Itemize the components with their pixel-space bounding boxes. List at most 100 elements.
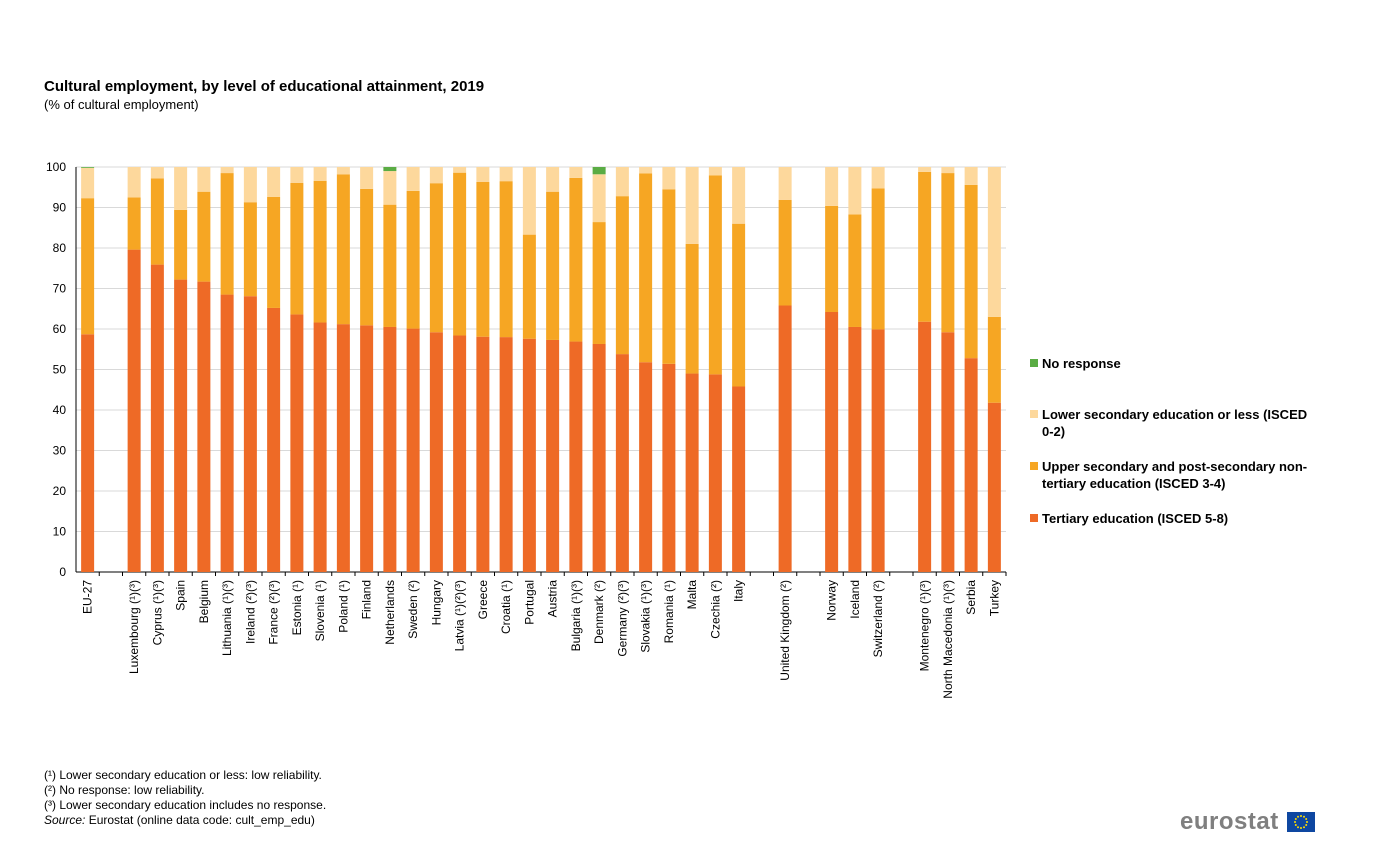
chart-subtitle: (% of cultural employment) (44, 97, 199, 112)
bar-segment-upper-secondary (825, 205, 839, 312)
bar-segment-tertiary (987, 402, 1001, 572)
x-tick-label: Bulgaria (¹)(³) (569, 580, 583, 651)
bar-segment-lower-secondary (569, 167, 583, 178)
bar-segment-tertiary (429, 332, 443, 572)
chart-title: Cultural employment, by level of educati… (44, 78, 485, 95)
bar-segment-upper-secondary (267, 196, 281, 308)
bar-segment-lower-secondary (987, 167, 1001, 317)
bar-segment-upper-secondary (406, 190, 420, 329)
bar-segment-upper-secondary (429, 183, 443, 333)
bar-segment-no-response (81, 167, 95, 168)
bar-segment-upper-secondary (708, 175, 722, 375)
bar-segment-upper-secondary (476, 181, 490, 337)
bar-segment-tertiary (174, 279, 188, 572)
bar-segment-lower-secondary (825, 167, 839, 206)
x-tick-label: Estonia (¹) (290, 580, 304, 635)
bar-segment-lower-secondary (267, 167, 281, 197)
x-tick-label: Finland (360, 580, 374, 619)
bar-segment-tertiary (453, 335, 467, 572)
bar-segment-upper-secondary (848, 214, 862, 327)
legend-item-upper-secondary: Upper secondary and post-secondary non-t… (1030, 458, 1327, 492)
x-tick-label: United Kingdom (²) (778, 580, 792, 681)
bar-segment-upper-secondary (336, 174, 350, 325)
x-tick-label: Montenegro (¹)(³) (918, 580, 932, 671)
y-tick-label: 100 (46, 160, 66, 174)
bar-segment-upper-secondary (639, 173, 653, 363)
footnotes: (¹) Lower secondary education or less: l… (44, 768, 326, 828)
bar-segment-lower-secondary (243, 167, 257, 203)
legend-item-lower-secondary: Lower secondary education or less (ISCED… (1030, 406, 1317, 440)
bar-segment-upper-secondary (615, 196, 629, 355)
bar-segment-lower-secondary (406, 167, 420, 191)
bar-segment-tertiary (964, 358, 978, 572)
x-tick-label: EU-27 (81, 580, 95, 614)
bar-segment-lower-secondary (313, 167, 327, 181)
bar-segment-tertiary (546, 339, 560, 572)
bar-segment-tertiary (383, 326, 397, 572)
x-tick-label: Czechia (²) (708, 580, 722, 639)
bar-segment-upper-secondary (778, 199, 792, 306)
x-tick-label: North Macedonia (¹)(³) (941, 580, 955, 699)
bar-segment-lower-secondary (499, 167, 513, 182)
legend-swatch-upper-secondary (1030, 462, 1038, 470)
bar-segment-lower-secondary (941, 167, 955, 174)
x-tick-label: Serbia (964, 580, 978, 615)
x-tick-label: Turkey (987, 580, 1001, 616)
x-tick-label: Netherlands (383, 580, 397, 645)
x-tick-label: France (²)(³) (267, 580, 281, 645)
x-tick-label: Portugal (522, 580, 536, 625)
bar-segment-no-response (592, 167, 606, 175)
footnote-1: (¹) Lower secondary education or less: l… (44, 768, 322, 782)
bar-segment-tertiary (360, 325, 374, 572)
bar-segment-upper-secondary (941, 173, 955, 333)
y-tick-label: 50 (53, 363, 67, 377)
bar-segment-tertiary (848, 326, 862, 572)
bar-segment-tertiary (708, 374, 722, 572)
bar-segment-lower-secondary (197, 167, 211, 192)
legend: No response Lower secondary education or… (1030, 355, 1330, 527)
bar-segment-upper-secondary (522, 234, 536, 339)
x-tick-label: Italy (732, 580, 746, 602)
bar-segment-lower-secondary (220, 167, 234, 174)
x-tick-label: Romania (¹) (662, 580, 676, 643)
x-tick-label: Cyprus (¹)(³) (150, 580, 164, 645)
bar-segment-tertiary (941, 332, 955, 572)
bar-segment-tertiary (522, 338, 536, 572)
bar-segment-lower-secondary (871, 167, 885, 189)
bar-segment-lower-secondary (81, 167, 95, 199)
x-tick-label: Malta (685, 580, 699, 610)
y-tick-label: 20 (53, 484, 67, 498)
bar-segment-tertiary (778, 305, 792, 572)
x-tick-label: Switzerland (²) (871, 580, 885, 657)
bar-segment-upper-secondary (453, 172, 467, 336)
bar-segment-lower-secondary (732, 167, 746, 224)
bar-segment-lower-secondary (127, 167, 141, 198)
y-tick-label: 0 (59, 565, 66, 579)
bar-segment-tertiary (499, 337, 513, 572)
bar-segment-lower-secondary (290, 167, 304, 183)
bar-segment-upper-secondary (662, 189, 676, 364)
x-tick-label: Sweden (²) (406, 580, 420, 639)
source-text: Eurostat (online data code: cult_emp_edu… (85, 813, 315, 827)
footnote-2: (²) No response: low reliability. (44, 783, 205, 797)
bar-segment-upper-secondary (313, 180, 327, 323)
bar-segment-lower-secondary (360, 167, 374, 189)
bar-segment-tertiary (569, 341, 583, 572)
bar-segment-upper-secondary (987, 316, 1001, 403)
bar-segment-tertiary (918, 321, 932, 572)
y-tick-label: 10 (53, 525, 67, 539)
y-tick-label: 30 (53, 444, 67, 458)
legend-label-upper-secondary: Upper secondary and post-secondary non-t… (1042, 459, 1308, 491)
bar-segment-lower-secondary (615, 167, 629, 197)
source-label: Source: (44, 813, 86, 827)
y-tick-label: 80 (53, 241, 67, 255)
bar-segment-upper-secondary (546, 191, 560, 340)
footnote-3: (³) Lower secondary education includes n… (44, 798, 327, 812)
bar-segment-tertiary (290, 314, 304, 572)
bar-segment-tertiary (220, 294, 234, 572)
legend-swatch-tertiary (1030, 514, 1038, 522)
bar-segment-tertiary (81, 334, 95, 572)
x-tick-label: Hungary (429, 580, 443, 625)
bar-segment-upper-secondary (220, 173, 234, 295)
